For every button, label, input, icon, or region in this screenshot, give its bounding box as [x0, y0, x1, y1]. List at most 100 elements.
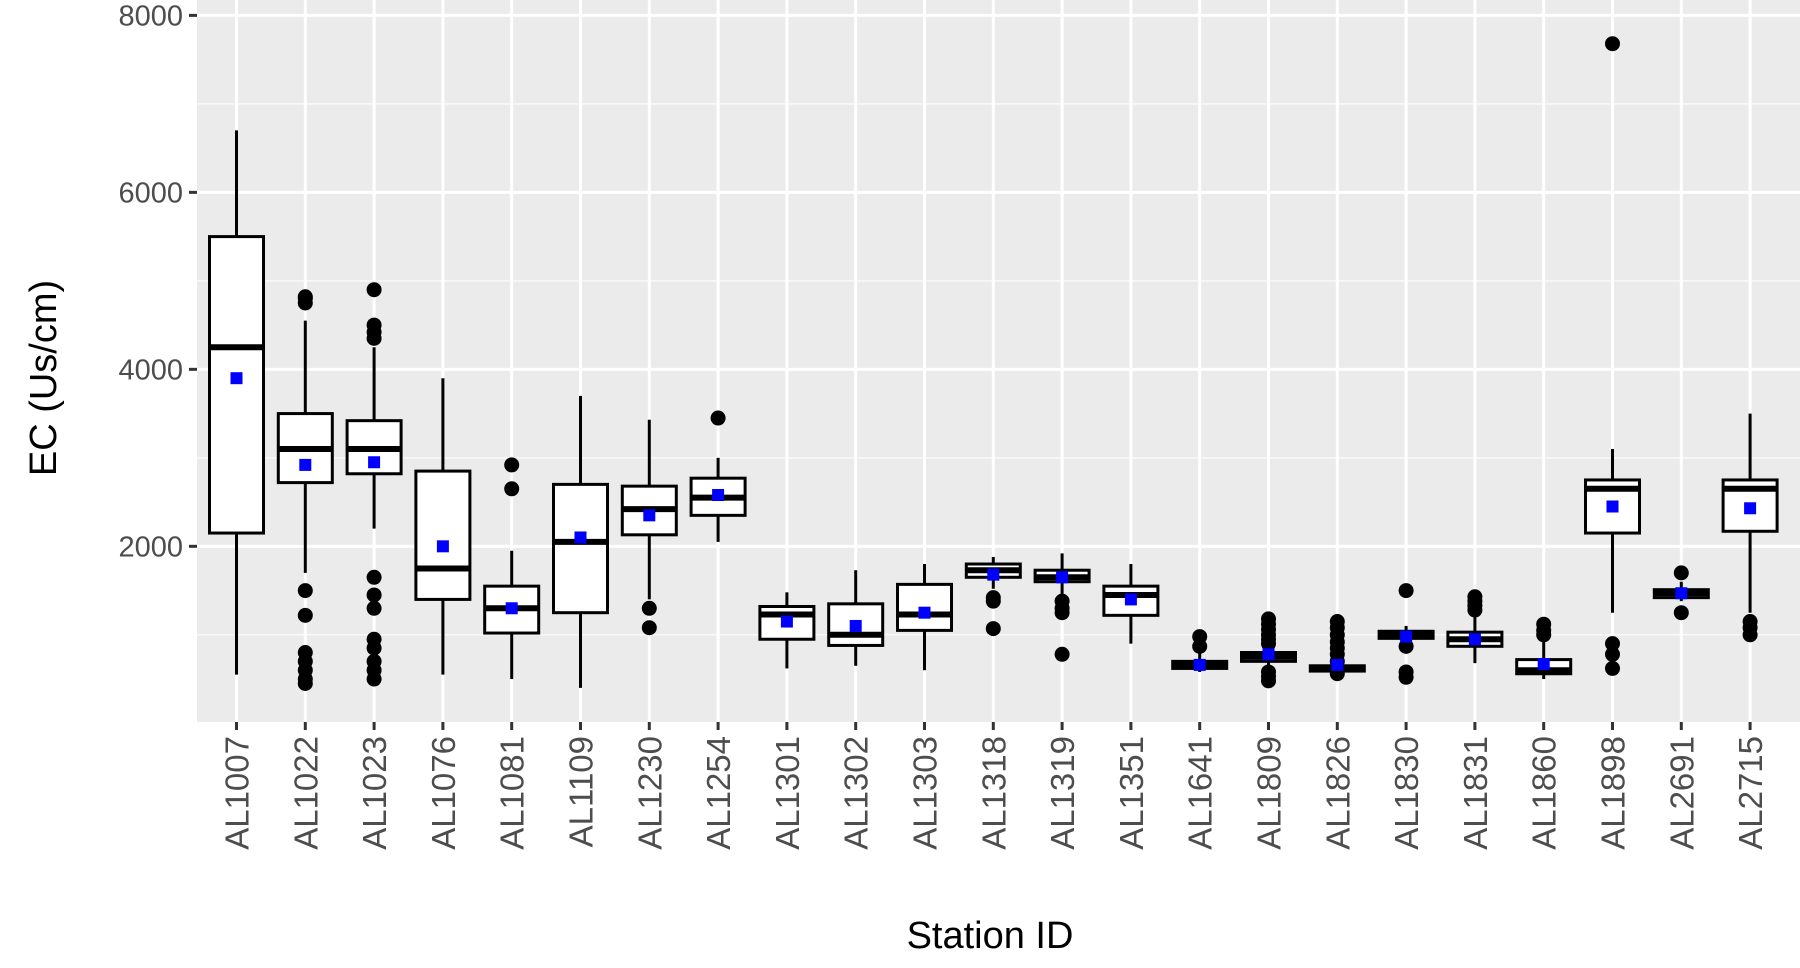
mean-marker [918, 606, 931, 619]
mean-marker [1400, 630, 1413, 643]
outlier-point [366, 600, 382, 616]
x-tick-label: AL1301 [769, 736, 806, 850]
mean-marker [1262, 648, 1275, 661]
outlier-point [297, 583, 313, 599]
mean-marker [1675, 587, 1688, 600]
outlier-point [1054, 646, 1070, 662]
outlier-point [1398, 669, 1414, 685]
x-tick-label: AL1230 [631, 736, 668, 850]
box-AL1318 [964, 556, 1022, 637]
minor-gridlines [197, 103, 1800, 636]
outlier-point [504, 457, 520, 473]
outlier-point [1605, 636, 1620, 652]
box-AL1826 [1308, 614, 1366, 682]
outlier-point [297, 607, 313, 623]
box-AL2691 [1652, 565, 1710, 621]
box-AL1254 [689, 410, 747, 542]
mean-marker [1193, 658, 1206, 671]
outlier-point [641, 600, 657, 616]
box-AL1022 [276, 289, 334, 691]
box-AL1303 [896, 564, 953, 671]
outlier-point [366, 587, 382, 603]
outlier-point [366, 282, 382, 298]
mean-marker [368, 456, 381, 469]
box-AL1641 [1171, 629, 1229, 672]
outlier-point [297, 289, 313, 305]
mean-marker [299, 458, 312, 471]
box-AL1898 [1584, 36, 1641, 676]
x-tick-label: AL1109 [563, 736, 600, 847]
mean-marker [643, 509, 656, 522]
outlier-point [985, 621, 1001, 637]
outlier-point [1742, 627, 1758, 643]
outlier-point [641, 620, 657, 636]
plot-panel [197, 0, 1800, 722]
box-AL2715 [1721, 413, 1779, 643]
outlier-point [1536, 627, 1552, 643]
outlier-point [985, 593, 1001, 609]
x-axis: AL1007 AL1022 AL1023 AL1076 AL1081 AL1109 AL12… [219, 722, 1769, 850]
outlier-point [366, 640, 382, 656]
x-tick-label: AL1302 [838, 736, 875, 850]
x-tick-label: AL2715 [1732, 736, 1769, 850]
mean-marker [1056, 571, 1069, 584]
x-tick-label: AL1254 [700, 736, 737, 850]
outlier-point [1054, 605, 1070, 621]
mean-marker [1744, 502, 1757, 515]
y-tick-label: 4000 [118, 354, 183, 386]
outlier-point [1605, 660, 1620, 676]
mean-marker [987, 568, 1000, 581]
box-AL1830 [1377, 583, 1435, 685]
box-AL1301 [758, 592, 816, 669]
x-tick-label: AL1081 [494, 736, 531, 850]
boxes-group [208, 36, 1779, 691]
box-AL1319 [1033, 553, 1091, 662]
x-tick-label: AL1830 [1388, 736, 1425, 850]
box-AL1809 [1240, 611, 1297, 689]
y-tick-label: 8000 [118, 0, 183, 32]
mean-marker [1331, 658, 1344, 671]
mean-marker [1537, 658, 1550, 671]
y-tick-label: 6000 [118, 177, 183, 209]
mean-marker [230, 372, 243, 385]
x-tick-label: AL1319 [1044, 736, 1081, 850]
outlier-point [366, 330, 382, 346]
mean-marker [1124, 593, 1137, 606]
x-tick-label: AL1022 [287, 736, 324, 850]
box-AL1860 [1515, 616, 1573, 680]
outlier-point [710, 410, 726, 426]
outlier-point [1673, 605, 1689, 621]
x-tick-label: AL1318 [975, 736, 1012, 850]
x-tick-label: AL1351 [1113, 736, 1150, 850]
y-tick-label: 2000 [118, 531, 183, 563]
outlier-point [366, 671, 382, 687]
outlier-point [1261, 636, 1276, 652]
mean-marker [1606, 500, 1619, 513]
outlier-point [1192, 638, 1208, 654]
mean-marker [574, 531, 587, 544]
box-AL1076 [414, 378, 472, 675]
mean-marker [712, 488, 725, 501]
box-AL1831 [1446, 589, 1504, 664]
mean-marker [505, 602, 518, 615]
x-tick-label: AL2691 [1663, 736, 1700, 850]
box-AL1302 [827, 570, 885, 666]
mean-marker [780, 615, 793, 628]
x-tick-label: AL1860 [1526, 736, 1563, 850]
x-tick-label: AL1023 [356, 736, 393, 850]
x-tick-label: AL1303 [907, 736, 944, 850]
box-AL1230 [620, 419, 678, 636]
outlier-point [1398, 583, 1414, 599]
iqr-box [208, 235, 265, 535]
box-AL1081 [483, 457, 541, 680]
x-tick-label: AL1826 [1319, 736, 1356, 850]
iqr-box [552, 482, 609, 615]
mean-marker [1468, 633, 1481, 646]
y-axis-title: EC (Us/cm) [23, 280, 65, 476]
box-AL1109 [552, 395, 609, 688]
x-tick-label: AL1007 [219, 736, 256, 850]
outlier-point [297, 675, 313, 691]
x-tick-label: AL1076 [425, 736, 462, 850]
x-tick-label: AL1809 [1251, 736, 1288, 850]
box-AL1351 [1102, 564, 1160, 644]
